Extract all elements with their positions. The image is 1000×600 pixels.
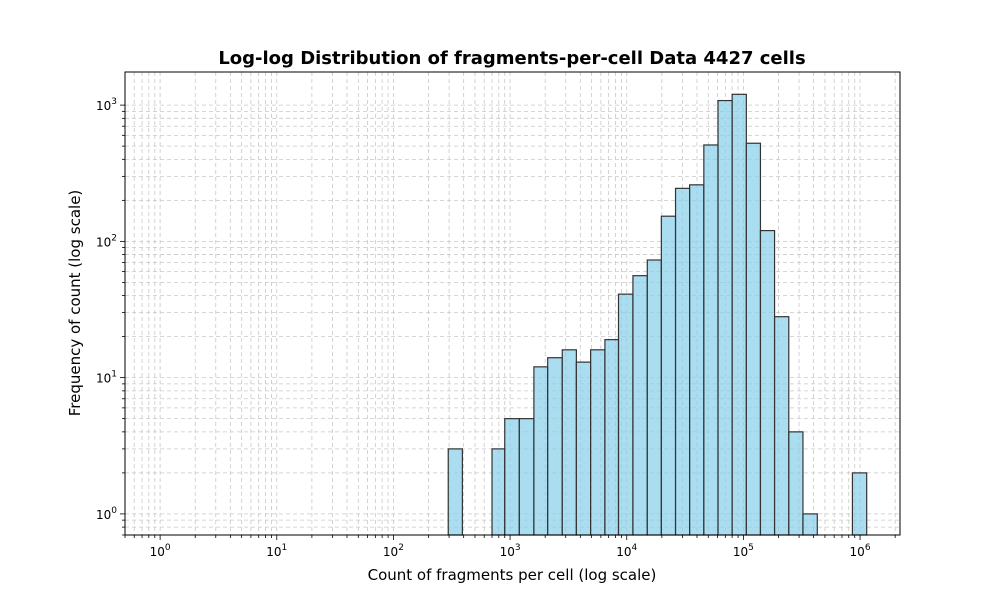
y-axis-label: Frequency of count (log scale) [66, 190, 84, 417]
histogram-bar [518, 418, 535, 536]
y-tick-label: 100 [96, 506, 117, 522]
histogram-bar [604, 339, 620, 536]
histogram-bar [660, 215, 677, 536]
histogram-bar [745, 142, 762, 536]
histogram-bar [759, 229, 776, 536]
histogram-bar [731, 93, 747, 536]
histogram-bar [447, 448, 463, 536]
histogram-bar [851, 472, 868, 536]
histogram-bar [547, 357, 563, 536]
histogram-bar [788, 431, 804, 536]
histogram-bar [773, 316, 790, 536]
histogram-bar [646, 259, 662, 536]
histogram-bar [689, 184, 705, 536]
histogram-bar [632, 275, 648, 536]
x-tick-label: 103 [500, 543, 521, 559]
plot-frame [124, 71, 901, 536]
x-tick-label: 105 [733, 543, 754, 559]
y-tick-label: 103 [96, 97, 117, 113]
histogram-bars [447, 93, 868, 536]
histogram-bar [802, 513, 818, 536]
x-tick-label: 100 [150, 543, 171, 559]
histogram-bar [717, 99, 733, 536]
x-axis-label: Count of fragments per cell (log scale) [368, 566, 657, 584]
x-tick-label: 101 [266, 543, 287, 559]
chart-title: Log-log Distribution of fragments-per-ce… [218, 48, 805, 69]
histogram-bar [491, 448, 506, 536]
y-tick-label: 101 [96, 370, 117, 386]
histogram-bar [590, 349, 606, 536]
x-tick-label: 106 [850, 543, 871, 559]
histogram-bar [674, 187, 691, 536]
x-tick-label: 104 [616, 543, 637, 559]
histogram-bar [561, 349, 577, 536]
y-tick-label: 102 [96, 233, 117, 249]
histogram-bar [575, 361, 592, 536]
x-axis-ticks: 100 101 102 103 104 105 106 [124, 535, 896, 559]
y-axis-ticks: 100 101 102 103 [96, 97, 125, 536]
histogram-bar [533, 366, 549, 536]
histogram-bar [504, 418, 520, 536]
histogram-bar [703, 144, 719, 536]
histogram-bar [617, 293, 634, 536]
x-tick-label: 102 [383, 543, 404, 559]
